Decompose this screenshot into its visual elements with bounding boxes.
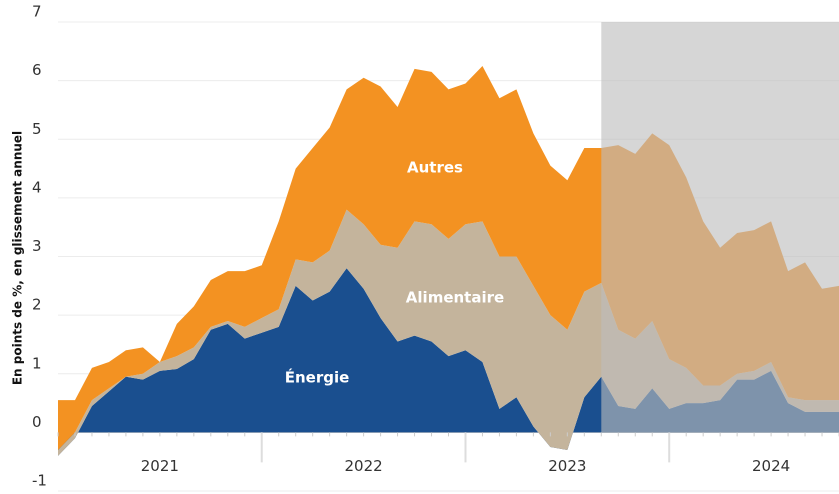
y-tick-label: 6 bbox=[32, 61, 42, 79]
area-label: Alimentaire bbox=[406, 289, 504, 307]
y-tick-label: 1 bbox=[32, 354, 42, 372]
y-tick-label: 4 bbox=[32, 178, 42, 196]
y-tick-label: 0 bbox=[32, 413, 42, 431]
forecast-shade bbox=[601, 22, 839, 433]
x-tick-label: 2023 bbox=[548, 457, 586, 475]
overlay: 2021 2022 2023 2024 bbox=[57, 432, 839, 475]
x-tick-label: 2022 bbox=[345, 457, 383, 475]
area-label: Énergie bbox=[285, 368, 350, 387]
x-tick-label: 2021 bbox=[141, 457, 179, 475]
y-tick-label: 7 bbox=[32, 3, 42, 21]
y-tick-label: 3 bbox=[32, 237, 42, 255]
y-tick-label: 5 bbox=[32, 120, 42, 138]
y-tick-label: -1 bbox=[32, 472, 47, 490]
x-tick-label: 2024 bbox=[752, 457, 790, 475]
y-tick-label: 2 bbox=[32, 296, 42, 314]
area-label: Autres bbox=[407, 159, 463, 177]
y-axis-label: En points de %, en glissement annuel bbox=[11, 131, 25, 385]
